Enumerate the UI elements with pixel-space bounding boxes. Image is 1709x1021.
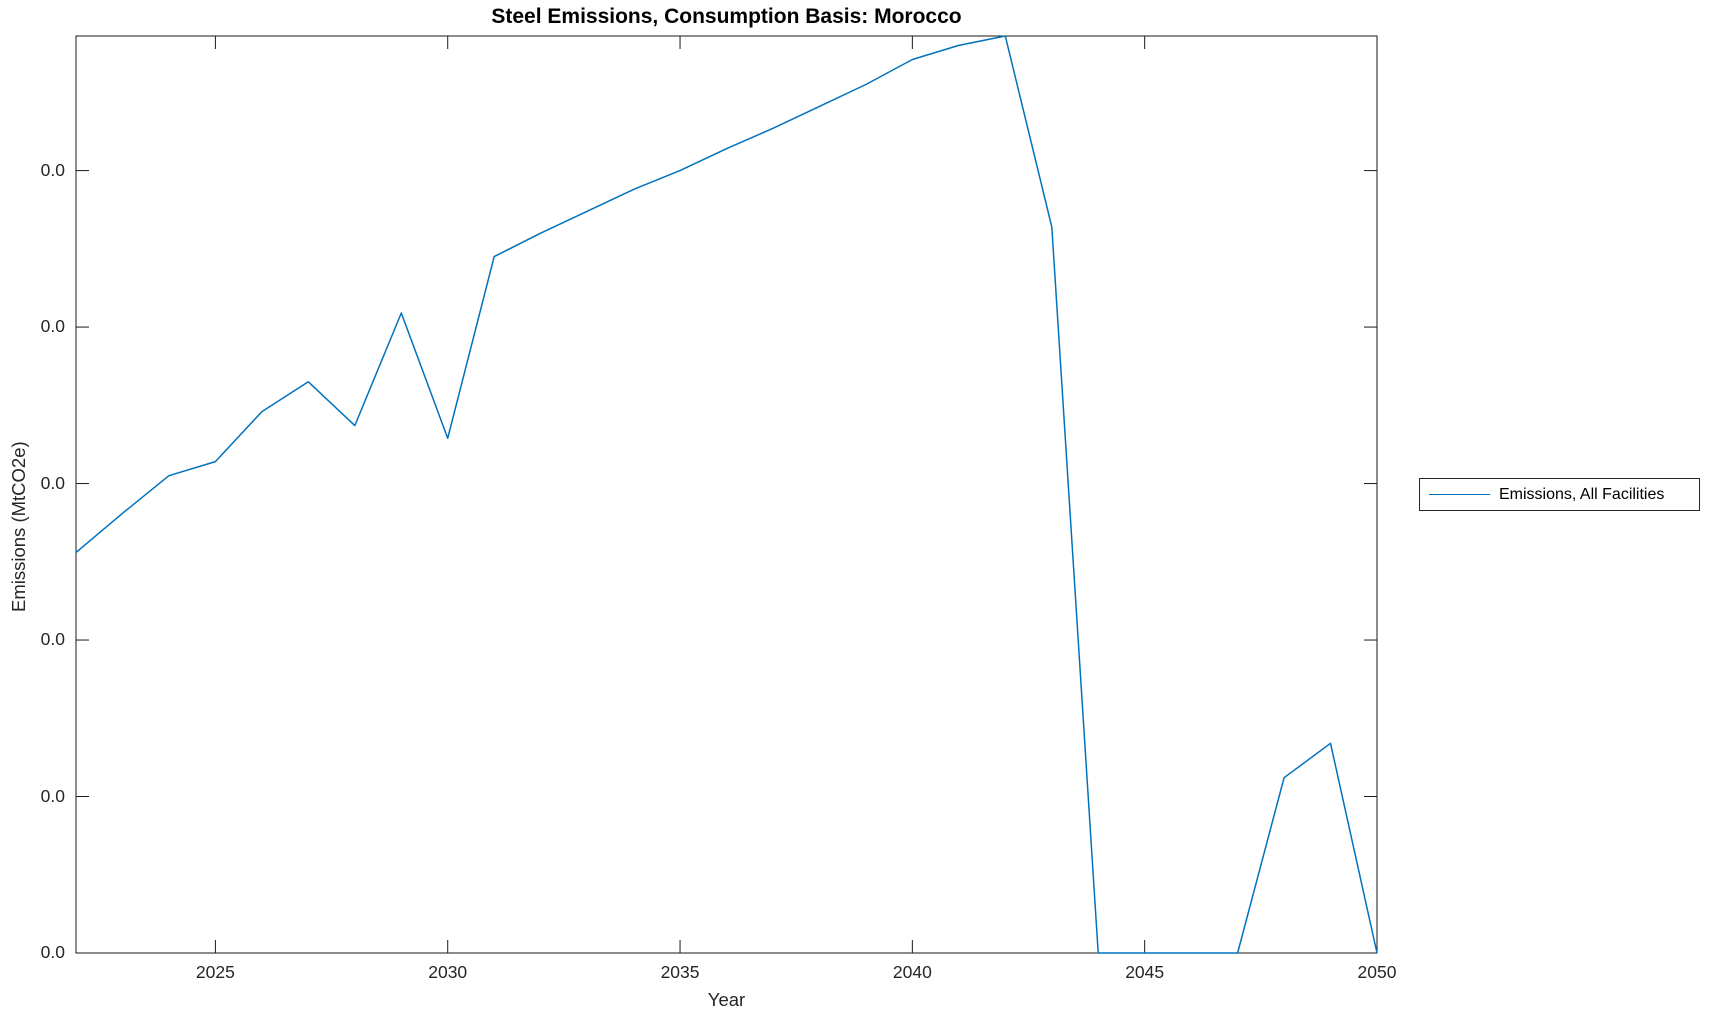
y-tick-label: 0.0 (40, 472, 65, 493)
y-tick-label: 0.0 (40, 316, 65, 337)
x-tick-label: 2025 (195, 962, 235, 982)
legend-line-sample-icon (1429, 494, 1490, 495)
x-tick-label: 2030 (428, 962, 468, 982)
y-tick-label: 0.0 (40, 785, 65, 806)
x-tick-label: 2035 (660, 962, 700, 982)
y-tick-label: 0.0 (40, 942, 65, 962)
y-tick-label: 0.0 (40, 629, 65, 650)
axes-box (75, 35, 1378, 954)
series-line-emissions-all-facilities (75, 35, 1378, 954)
legend-label: Emissions, All Facilities (1499, 485, 1665, 503)
chart-title: Steel Emissions, Consumption Basis: Moro… (491, 5, 962, 28)
x-axis-label: Year (707, 989, 746, 1010)
x-tick-label: 2040 (892, 962, 932, 982)
x-tick-label: 2050 (1357, 962, 1397, 982)
y-tick-label: 0.0 (40, 159, 65, 180)
y-axis-label: Emissions (MtCO2e) (8, 441, 29, 612)
x-tick-label: 2045 (1125, 962, 1165, 982)
legend: Emissions, All Facilities (1419, 478, 1700, 511)
